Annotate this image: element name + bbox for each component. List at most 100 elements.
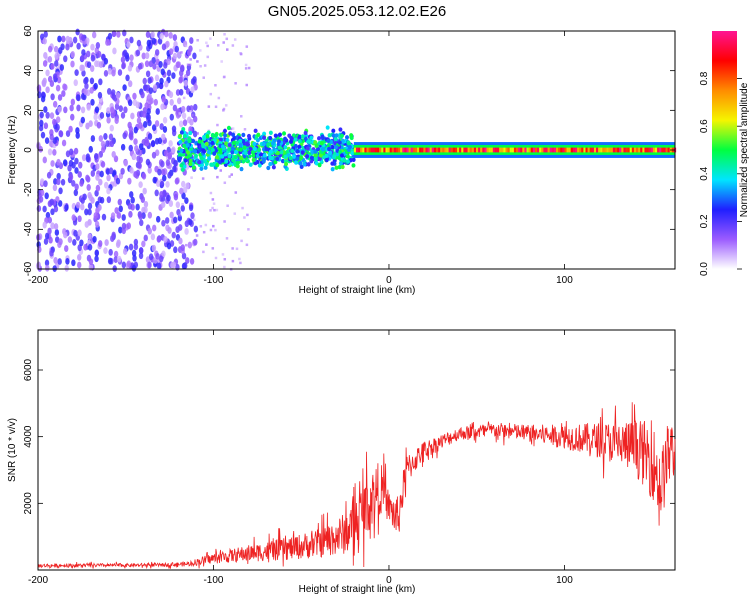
spectrogram-cell (47, 216, 53, 224)
spectrogram-cell (54, 229, 60, 236)
spectrogram-cell (264, 146, 269, 152)
spectrogram-cell (152, 84, 158, 92)
spectrogram-cell (587, 147, 590, 153)
spectrogram-cell (302, 162, 307, 167)
spectrogram-cell (214, 141, 217, 145)
spectrogram-cell (42, 37, 47, 45)
spectrogram-cell (130, 112, 135, 120)
spectrogram-cell (248, 162, 253, 167)
spectrogram-cell (94, 249, 99, 257)
spectrogram-cell (162, 174, 167, 182)
spectrogram-cell (117, 69, 123, 76)
spectrogram-cell (67, 236, 73, 244)
spectrogram-cell (84, 221, 89, 228)
spectrogram-cell (116, 239, 121, 247)
spectrogram-cell (374, 147, 378, 153)
spectrogram-cell (128, 125, 134, 133)
x-tick-label: -200 (28, 575, 48, 586)
spectrogram-cell (39, 111, 44, 119)
spectrogram-cell (52, 118, 57, 126)
spectrogram-cell (70, 60, 75, 68)
spectrogram-cell (268, 130, 273, 135)
spectrogram-cell (187, 165, 191, 168)
spectrogram-cell (490, 147, 493, 153)
spectrogram-cell (240, 115, 243, 118)
spectrogram-cell (180, 64, 185, 72)
spectrogram-cell (52, 73, 58, 81)
spectrogram-cell (284, 161, 289, 167)
spectrogram-cell (338, 127, 343, 132)
spectrogram-cell (268, 135, 273, 141)
spectrogram-cell (471, 147, 474, 153)
spectrogram-cell (189, 58, 192, 61)
spectrogram-marks (35, 28, 677, 273)
spectrogram-cell (180, 167, 185, 172)
x-tick-label: 100 (556, 275, 573, 286)
spectrogram-cell (127, 80, 133, 88)
spectrogram-cell (633, 147, 637, 153)
spectrogram-cell (50, 208, 55, 216)
spectrogram-cell (499, 147, 502, 153)
spectrogram-cell (425, 147, 428, 153)
spectrogram-cell (43, 238, 49, 245)
spectrogram-cell (168, 200, 174, 207)
spectrogram-cell (93, 113, 98, 121)
spectrogram-cell (168, 140, 173, 147)
spectrogram-cell (395, 147, 399, 153)
spectrogram-cell (86, 104, 91, 111)
spectrogram-cell (206, 44, 209, 48)
spectrogram-cell (307, 139, 312, 145)
spectrogram-cell (440, 147, 443, 153)
spectrogram-cell (45, 69, 50, 77)
spectrogram-cell (111, 69, 116, 77)
spectrogram-cell (275, 156, 280, 161)
y-tick-label: 60 (23, 25, 34, 37)
spectrogram-cell (226, 204, 229, 207)
spectrogram-cell (57, 106, 62, 113)
spectrogram-cell (233, 154, 238, 160)
spectrogram-cell (360, 147, 363, 153)
spectrogram-cell (185, 69, 191, 77)
spectrogram-cell (81, 154, 87, 162)
spectrogram-cell (212, 224, 215, 228)
spectrogram-cell (224, 141, 229, 146)
spectrogram-cell (191, 114, 194, 117)
spectrogram-cell (291, 133, 296, 138)
spectrogram-cell (283, 136, 288, 142)
spectrogram-cell (216, 123, 219, 127)
spectrogram-cell (133, 138, 138, 146)
spectrogram-cell (238, 138, 243, 144)
spectrogram-cell (122, 248, 128, 255)
spectrogram-cell (585, 147, 588, 153)
spectrogram-cell (398, 147, 401, 153)
spectrogram-cell (627, 147, 630, 153)
spectrogram-cell (111, 150, 116, 158)
spectrogram-cell (155, 215, 161, 223)
spectrogram-cell (115, 92, 121, 99)
spectrogram-cell (283, 154, 288, 160)
spectrogram-cell (182, 262, 188, 269)
spectrogram-cell (90, 65, 95, 72)
spectrogram-cell (355, 147, 359, 153)
spectrogram-cell (505, 147, 508, 153)
spectrogram-cell (187, 136, 192, 141)
spectrogram-cell (225, 237, 229, 240)
spectrogram-cell (59, 64, 65, 71)
spectrogram-cell (144, 60, 150, 68)
spectrogram-cell (333, 136, 338, 141)
spectrogram-cell (186, 63, 190, 67)
spectrogram-cell (42, 221, 47, 229)
spectrogram-cell (118, 105, 124, 113)
spectrogram-cell (83, 243, 88, 251)
spectrogram-cell (58, 130, 63, 137)
spectrogram-cell (211, 198, 215, 201)
spectrogram-cell (169, 98, 174, 106)
spectrogram-cell (511, 147, 515, 153)
spectrogram-y-ticks: -60 -40 -20 0 20 40 60 (23, 25, 675, 276)
spectrogram-cell (222, 41, 225, 44)
spectrogram-cell (127, 177, 132, 185)
spectrogram-cell (94, 106, 100, 114)
spectrogram-cell (606, 147, 609, 153)
spectrogram-cell (318, 153, 323, 158)
spectrogram-cell (400, 147, 403, 153)
